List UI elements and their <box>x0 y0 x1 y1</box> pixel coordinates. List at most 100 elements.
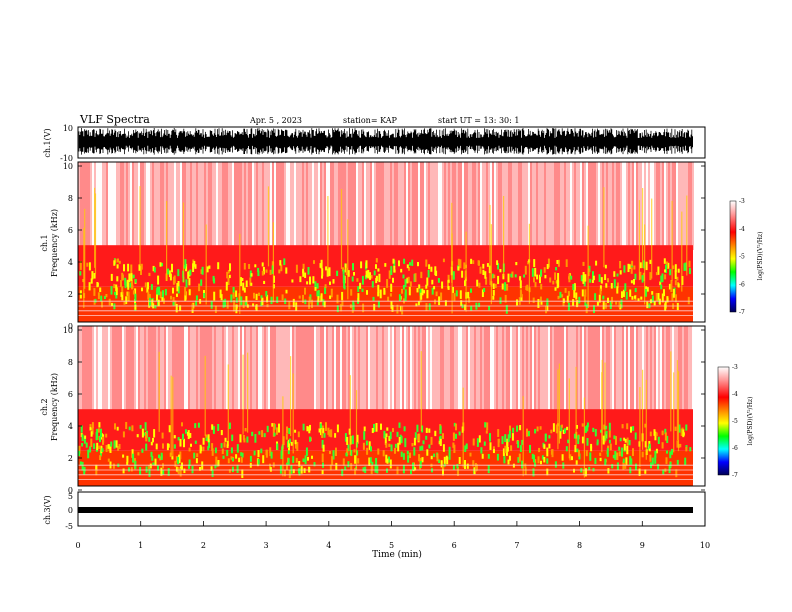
spectrogram-column <box>560 162 562 250</box>
spectrogram-spike <box>489 204 491 285</box>
spectrogram-column <box>248 326 250 414</box>
spectrogram-speckle <box>524 467 527 476</box>
xtick-label: 0 <box>75 541 80 550</box>
spectrogram-speckle <box>107 444 110 449</box>
spectrogram-speckle <box>408 267 410 271</box>
spectrogram-speckle <box>271 265 274 275</box>
spectrogram-speckle <box>124 277 127 286</box>
spectrogram-speckle <box>616 273 619 277</box>
spectrogram-speckle <box>175 456 178 463</box>
spectrogram-spike <box>642 188 644 269</box>
spectrogram-speckle <box>631 296 634 300</box>
spectrogram-speckle <box>285 433 288 440</box>
spectrogram-column <box>360 326 362 414</box>
spectrogram-speckle <box>285 289 288 294</box>
spectrogram-speckle <box>114 258 117 263</box>
spectrogram-speckle <box>188 278 191 286</box>
spectrogram-speckle <box>611 296 613 304</box>
spectrogram-speckle <box>384 437 387 445</box>
spectrogram-speckle <box>469 452 472 457</box>
ch1-waveform-trace <box>78 128 693 155</box>
spectrogram-speckle <box>409 262 411 266</box>
spectrogram-speckle <box>353 272 355 276</box>
spectrogram-column <box>574 326 576 414</box>
colorbar-tick-label: -6 <box>732 445 738 452</box>
spectrogram-spike <box>503 195 505 276</box>
spectrogram-column <box>114 162 116 250</box>
spectrogram-speckle <box>276 443 279 450</box>
spectrogram-column <box>376 326 378 414</box>
spectrogram-speckle <box>121 286 124 295</box>
spectrogram-speckle <box>616 282 619 288</box>
spectrogram-speckle <box>141 428 144 438</box>
spectrogram-speckle <box>162 463 164 469</box>
spectrogram-column <box>410 162 412 250</box>
spectrogram-speckle <box>464 460 466 469</box>
spectrogram-column <box>534 326 536 414</box>
spectrogram-speckle <box>537 299 540 308</box>
spectrogram-column <box>370 162 372 250</box>
spectrogram-column <box>214 326 216 414</box>
spectrogram-column <box>346 326 348 414</box>
spectrogram-speckle <box>413 447 416 456</box>
spectrogram-column <box>620 162 622 250</box>
spectrogram-speckle <box>342 267 344 272</box>
spectrogram-column <box>116 162 118 250</box>
spectrogram-speckle <box>362 303 365 313</box>
spectrogram-speckle <box>217 262 220 270</box>
spectrogram-speckle <box>90 438 93 447</box>
spectrogram-speckle <box>581 436 584 444</box>
spectrogram-speckle <box>228 422 231 430</box>
spectrogram-speckle <box>583 282 586 287</box>
spectrogram-column <box>542 162 544 250</box>
spectrogram-speckle <box>582 279 585 284</box>
spectrogram-speckle <box>208 439 211 448</box>
spectrogram-speckle <box>154 458 157 466</box>
spectrogram-column <box>352 162 354 250</box>
spectrogram-column <box>104 326 106 414</box>
spectrogram-column <box>544 326 546 414</box>
spectrogram-speckle <box>243 287 246 293</box>
spectrogram-speckle <box>149 297 151 307</box>
spectrogram-speckle <box>388 270 391 279</box>
spectrogram-speckle <box>336 424 339 433</box>
spectrogram-speckle <box>153 429 156 438</box>
spectrogram-spike <box>242 354 244 435</box>
spectrogram-speckle <box>292 298 295 308</box>
spectrogram-column <box>442 326 444 414</box>
spectrogram-speckle <box>677 283 680 288</box>
spectrogram-column <box>368 326 370 414</box>
spectrogram-column <box>618 162 620 250</box>
spectrogram-speckle <box>148 294 151 301</box>
spectrogram-speckle <box>393 260 396 269</box>
spectrogram-speckle <box>519 445 522 452</box>
spectrogram-speckle <box>557 273 560 282</box>
spectrogram-speckle <box>242 282 245 291</box>
spectrogram-column <box>488 326 490 414</box>
spectrogram-speckle <box>319 423 322 429</box>
spectrogram-speckle <box>114 291 116 296</box>
spectrogram-spike <box>638 200 640 281</box>
spectrogram-speckle <box>421 457 424 463</box>
spectrogram-column <box>530 326 532 414</box>
spectrogram-speckle <box>273 423 275 430</box>
spectrogram-column <box>442 162 444 250</box>
spectrogram-column <box>452 162 454 250</box>
spectrogram-speckle <box>439 438 442 447</box>
spectrogram-speckle <box>438 459 441 463</box>
spectrogram-speckle <box>242 435 245 441</box>
spectrogram-speckle <box>484 422 487 428</box>
spectrogram-column <box>322 162 324 250</box>
spectrogram-speckle <box>101 448 104 452</box>
spectrogram-speckle <box>539 426 542 430</box>
spectrogram-column <box>332 326 334 414</box>
spectrogram-column <box>676 162 678 250</box>
spectrogram-column <box>146 162 148 250</box>
spectrogram-speckle <box>377 448 380 455</box>
spectrogram-column <box>556 162 558 250</box>
spectrogram-column <box>136 162 138 250</box>
spectrogram-speckle <box>211 448 214 456</box>
spectrogram-speckle <box>385 433 388 438</box>
spectrogram-column <box>228 162 230 250</box>
ch2-colorbar-gradient <box>717 366 730 476</box>
